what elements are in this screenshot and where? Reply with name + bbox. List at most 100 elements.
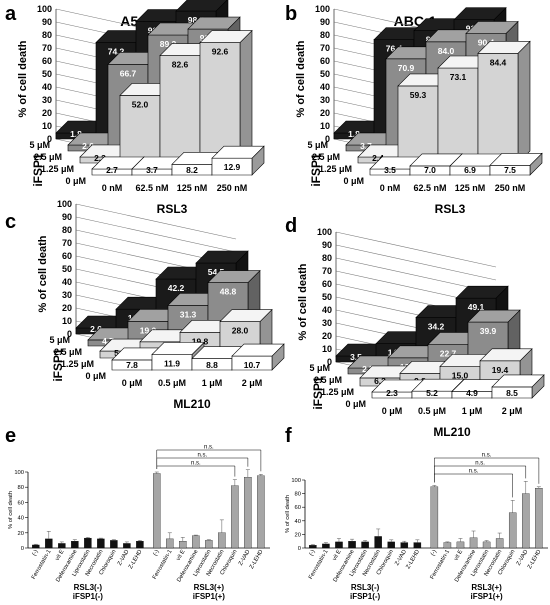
value-label: 98.4 [188,15,205,25]
y-tick-label: 0 [327,357,332,367]
z-tick-label: 2.5 μM [34,152,62,162]
value-label: 4.7 [102,336,114,346]
annotation-label: n.s. [469,469,479,475]
x-tick-label: 2 μM [242,378,263,388]
category-label: vit E [332,549,343,562]
group-label: RSL3(+) [194,583,225,592]
y-tick-label: 90 [42,17,52,27]
gridline [335,244,497,281]
bar3d-top [479,348,533,362]
y-tick-label: 50 [62,264,72,274]
value-label: 7.5 [504,165,516,175]
x-tick-label: 0 μM [122,378,143,388]
x-axis-label: ML210 [173,397,211,411]
panel-label: e [5,425,16,447]
bar [535,488,543,549]
category-label: Z-VAD [117,549,131,567]
value-label: 1.8 [70,129,82,139]
bar3d-top [211,145,265,159]
x-tick-label: 0 μM [382,406,403,416]
bar [387,541,395,549]
value-label: 59.3 [410,90,427,100]
group-label: RSL3(-) [74,583,103,592]
value-label: 31.3 [180,309,197,319]
bar [456,541,465,549]
value-label: 8.2 [186,165,198,175]
y-axis-label: % of cell death [8,491,14,529]
bar3d-side [517,40,531,164]
x-tick-label: 0 nM [102,183,123,193]
annotation-label: n.s. [475,461,485,467]
bar [508,512,517,549]
category-label: vit E [176,549,187,562]
value-label: 66.7 [120,68,137,78]
category-label: Z-VAD [394,549,408,567]
z-tick-label: 2.5 μM [314,375,342,385]
category-label: Z-VAD [238,549,252,567]
value-label: 76.4 [386,44,403,54]
z-tick-label: 0 μM [345,399,366,409]
bar [430,486,439,549]
bar [443,542,452,549]
x-tick-label: 250 nM [495,183,526,193]
value-label: 19.0 [140,325,157,335]
bar [58,543,66,549]
y-tick-label: 80 [322,253,332,263]
category-label: (-) [31,549,39,557]
bar3d-top [187,16,241,30]
bar3d-side [239,29,253,164]
bar [32,544,40,549]
y-tick-label: 100 [37,4,52,14]
bar [205,540,213,549]
category-label: vit E [55,549,66,562]
y-axis-label: % of cell death [297,263,309,340]
bar [71,541,79,549]
category-label: (-) [430,549,438,557]
bar3d-top [151,342,205,355]
value-label: 8.5 [506,388,518,398]
annotation-label: n.s. [191,461,201,467]
y-tick-label: 100 [291,478,301,484]
bar [400,542,409,549]
y-tick-label: 40 [18,516,24,522]
y-tick-label: 80 [18,485,24,491]
bar3d-top [199,30,253,43]
z-tick-label: 1.25 μM [321,387,354,397]
z-tick-label: 0 μM [85,371,106,381]
annotation-label: n.s. [198,453,208,459]
y-tick-label: 40 [320,82,330,92]
value-label: 4.9 [466,388,478,398]
z-tick-label: 0 μM [343,176,364,186]
value-label: 3.7 [360,141,372,151]
x-tick-label: 62.5 nM [413,183,446,193]
y-tick-label: 70 [320,43,330,53]
y-tick-label: 90 [322,240,332,250]
y-tick-label: 90 [62,212,72,222]
bar [361,541,369,549]
y-tick-label: 100 [14,470,24,476]
z-axis-label: iFSP1 [31,153,45,187]
z-axis-label: iFSP1 [309,153,323,187]
y-tick-label: 20 [295,532,301,538]
bar [522,493,530,549]
bar [322,543,330,549]
value-label: 2.7 [106,165,118,175]
bar [123,543,131,549]
y-tick-label: 60 [18,500,24,506]
y-axis-label: % of cell death [17,40,29,117]
y-tick-label: 40 [295,519,301,525]
significance-bracket [156,449,262,472]
bar3d-top [455,285,509,299]
y-tick-label: 60 [42,56,52,66]
x-tick-label: 0.5 μM [158,378,186,388]
value-label: 2.5 [362,364,374,374]
y-tick-label: 40 [62,277,72,287]
value-label: 19.8 [192,336,209,346]
category-label: (-) [152,549,160,557]
value-label: 89.2 [160,39,177,49]
y-tick-label: 30 [62,290,72,300]
significance-bracket [156,457,249,469]
value-label: 2.6 [82,141,94,151]
y-tick-label: 30 [42,95,52,105]
